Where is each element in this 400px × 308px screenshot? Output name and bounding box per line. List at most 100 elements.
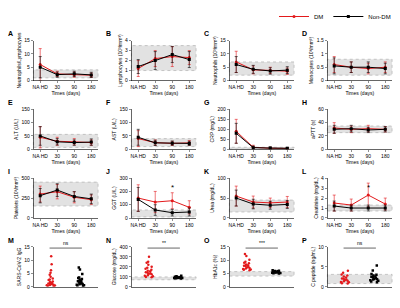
svg-text:30: 30 xyxy=(152,153,158,159)
svg-text:100: 100 xyxy=(119,201,128,207)
svg-text:10: 10 xyxy=(318,244,324,250)
svg-text:Times (days): Times (days) xyxy=(247,90,276,96)
svg-text:ns: ns xyxy=(63,240,69,246)
svg-text:NA HD: NA HD xyxy=(229,84,245,90)
svg-text:Times (days): Times (days) xyxy=(149,90,178,96)
svg-text:K: K xyxy=(204,168,209,175)
svg-text:180: 180 xyxy=(283,153,292,159)
svg-text:180: 180 xyxy=(283,84,292,90)
svg-text:NA HD: NA HD xyxy=(131,84,147,90)
svg-text:NA HD: NA HD xyxy=(229,153,245,159)
svg-text:100: 100 xyxy=(217,175,226,181)
svg-text:Times (days): Times (days) xyxy=(149,228,178,234)
svg-text:100: 100 xyxy=(21,119,30,125)
svg-text:Times (days): Times (days) xyxy=(247,159,276,165)
svg-text:90: 90 xyxy=(267,153,273,159)
svg-text:5: 5 xyxy=(27,270,30,276)
svg-text:Times (days): Times (days) xyxy=(345,159,374,165)
svg-text:I: I xyxy=(8,168,10,175)
svg-text:J: J xyxy=(106,168,110,175)
svg-text:Platelets (10³/mm³): Platelets (10³/mm³) xyxy=(13,176,19,219)
svg-text:1: 1 xyxy=(321,205,324,211)
svg-text:*: * xyxy=(171,183,174,192)
svg-text:NA HD: NA HD xyxy=(131,222,147,228)
svg-text:ALT (U/L): ALT (U/L) xyxy=(13,118,19,140)
svg-text:Creatinine (mg/dL): Creatinine (mg/dL) xyxy=(313,177,319,219)
svg-text:100: 100 xyxy=(119,119,128,125)
svg-text:15: 15 xyxy=(24,244,30,250)
svg-text:GGT (U/L): GGT (U/L) xyxy=(111,186,117,210)
svg-text:50: 50 xyxy=(122,133,128,139)
svg-text:30: 30 xyxy=(250,84,256,90)
svg-text:DM: DM xyxy=(314,14,323,20)
svg-text:200: 200 xyxy=(217,106,226,112)
svg-text:100: 100 xyxy=(217,126,226,132)
svg-text:90: 90 xyxy=(365,222,371,228)
svg-text:500: 500 xyxy=(21,175,30,181)
svg-text:90: 90 xyxy=(169,222,175,228)
svg-text:4: 4 xyxy=(125,37,128,43)
svg-text:30: 30 xyxy=(250,153,256,159)
svg-text:**: ** xyxy=(162,240,166,246)
svg-text:150: 150 xyxy=(217,116,226,122)
svg-text:ns: ns xyxy=(357,240,363,246)
svg-text:10: 10 xyxy=(220,257,226,263)
svg-text:20: 20 xyxy=(318,133,324,139)
svg-text:Times (days): Times (days) xyxy=(51,228,80,234)
svg-text:Monocytes (10³/mm³): Monocytes (10³/mm³) xyxy=(308,36,314,84)
svg-text:90: 90 xyxy=(71,84,77,90)
svg-text:30: 30 xyxy=(348,222,354,228)
svg-text:Times (days): Times (days) xyxy=(345,90,374,96)
svg-text:90: 90 xyxy=(267,222,273,228)
svg-text:10: 10 xyxy=(24,257,30,263)
svg-text:30: 30 xyxy=(348,84,354,90)
svg-text:O: O xyxy=(204,237,210,244)
svg-text:NA HD: NA HD xyxy=(33,84,49,90)
svg-text:15: 15 xyxy=(24,37,30,43)
svg-text:0: 0 xyxy=(27,77,30,83)
svg-text:180: 180 xyxy=(381,222,390,228)
svg-text:30: 30 xyxy=(250,222,256,228)
svg-text:2: 2 xyxy=(321,195,324,201)
svg-text:D: D xyxy=(302,30,307,37)
svg-text:0: 0 xyxy=(27,146,30,152)
svg-text:Neutrophils/Lymphocytes: Neutrophils/Lymphocytes xyxy=(16,32,22,88)
svg-text:180: 180 xyxy=(381,84,390,90)
svg-text:0: 0 xyxy=(125,77,128,83)
svg-text:0.5: 0.5 xyxy=(317,64,324,70)
svg-text:90: 90 xyxy=(267,84,273,90)
svg-text:Times (days): Times (days) xyxy=(51,90,80,96)
svg-text:30: 30 xyxy=(54,84,60,90)
svg-text:200: 200 xyxy=(119,188,128,194)
svg-text:C: C xyxy=(204,30,209,37)
svg-text:50: 50 xyxy=(220,136,226,142)
svg-text:150: 150 xyxy=(119,106,128,112)
svg-text:3: 3 xyxy=(321,185,324,191)
svg-text:15: 15 xyxy=(220,244,226,250)
svg-text:0: 0 xyxy=(125,215,128,221)
svg-text:0: 0 xyxy=(125,284,128,290)
svg-text:G: G xyxy=(204,99,210,106)
svg-text:5: 5 xyxy=(27,64,30,70)
svg-text:Lymphocytes (10³/mm³): Lymphocytes (10³/mm³) xyxy=(117,34,123,87)
svg-text:AST (U/L): AST (U/L) xyxy=(111,118,117,140)
svg-text:CRP (mg/L): CRP (mg/L) xyxy=(209,116,215,143)
svg-text:L: L xyxy=(302,168,307,175)
svg-text:Times (days): Times (days) xyxy=(149,159,178,165)
svg-text:0: 0 xyxy=(27,284,30,290)
svg-text:NA HD: NA HD xyxy=(327,222,343,228)
svg-text:50: 50 xyxy=(220,195,226,201)
svg-text:90: 90 xyxy=(71,222,77,228)
svg-text:50: 50 xyxy=(24,133,30,139)
svg-text:100: 100 xyxy=(119,274,128,280)
svg-text:180: 180 xyxy=(185,84,194,90)
svg-text:5: 5 xyxy=(321,264,324,270)
svg-text:Non-DM: Non-DM xyxy=(368,14,390,20)
svg-text:180: 180 xyxy=(87,153,96,159)
svg-text:3: 3 xyxy=(125,47,128,53)
svg-text:0: 0 xyxy=(223,77,226,83)
svg-text:0: 0 xyxy=(321,146,324,152)
svg-text:2: 2 xyxy=(125,57,128,63)
svg-text:0: 0 xyxy=(27,215,30,221)
svg-text:90: 90 xyxy=(169,84,175,90)
